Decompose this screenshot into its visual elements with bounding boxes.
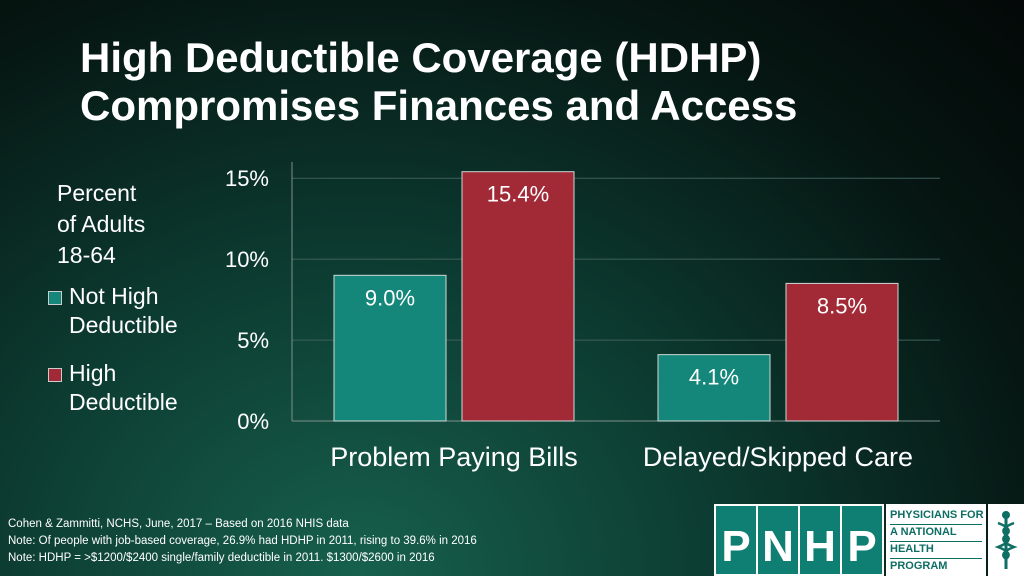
bar xyxy=(785,282,899,422)
logo-word-4: PROGRAM xyxy=(890,560,948,572)
x-tick-label: Delayed/Skipped Care xyxy=(643,442,913,472)
logo-word-2: A NATIONAL xyxy=(890,525,982,542)
slide-title-line-2: Compromises Finances and Access xyxy=(80,82,798,129)
y-axis-label-line-2: of Adults xyxy=(57,211,146,237)
legend-label-high-deductible: High Deductible xyxy=(69,360,178,415)
y-tick-label: 15% xyxy=(225,166,269,191)
y-tick-label: 10% xyxy=(225,247,269,272)
logo-word-3: HEALTH xyxy=(890,542,982,559)
legend-swatch-not-high-deductible xyxy=(48,291,62,305)
data-label: 9.0% xyxy=(365,285,415,310)
pnhp-logo-words: PHYSICIANS FOR A NATIONAL HEALTH PROGRAM xyxy=(886,504,986,576)
slide-title-line-1: High Deductible Coverage (HDHP) xyxy=(80,34,762,81)
data-label: 4.1% xyxy=(689,365,739,390)
slide-title: High Deductible Coverage (HDHP) Compromi… xyxy=(80,34,980,130)
y-tick-label: 5% xyxy=(237,328,269,353)
footnote-note-2: Note: HDHP = >$1200/$2400 single/family … xyxy=(8,552,435,564)
data-label: 15.4% xyxy=(487,182,549,207)
x-tick-label: Problem Paying Bills xyxy=(330,442,578,472)
logo-letter-p2: P xyxy=(842,506,882,574)
bar xyxy=(657,354,771,422)
bar xyxy=(333,274,447,422)
footnote-note-1: Note: Of people with job-based coverage,… xyxy=(8,535,477,547)
caduceus-icon xyxy=(988,504,1024,576)
pnhp-logo: P N H P PHYSICIANS FOR A NATIONAL HEALTH… xyxy=(714,504,1024,576)
y-axis-label-line-3: 18-64 xyxy=(57,242,116,268)
pnhp-logo-letters: P N H P xyxy=(714,504,884,576)
logo-word-1: PHYSICIANS FOR xyxy=(890,508,984,525)
footnotes: Cohen & Zammitti, NCHS, June, 2017 – Bas… xyxy=(8,516,477,567)
logo-letter-h: H xyxy=(800,506,840,574)
y-axis-label-line-1: Percent xyxy=(57,180,137,206)
legend-label-not-high-deductible: Not High Deductible xyxy=(69,283,178,338)
logo-letter-p1: P xyxy=(716,506,756,574)
footnote-source: Cohen & Zammitti, NCHS, June, 2017 – Bas… xyxy=(8,518,349,530)
y-tick-label: 0% xyxy=(237,409,269,434)
bar xyxy=(461,171,575,422)
legend-swatch-high-deductible xyxy=(48,368,62,382)
data-label: 8.5% xyxy=(817,293,867,318)
logo-letter-n: N xyxy=(758,506,798,574)
y-axis-label: Percent of Adults 18-64 xyxy=(57,178,145,271)
